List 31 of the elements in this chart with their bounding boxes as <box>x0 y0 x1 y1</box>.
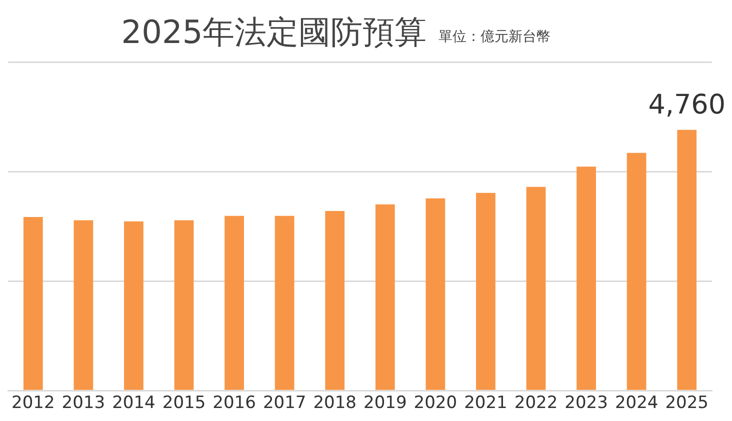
chart-title: 2025年法定國防預算 <box>121 12 427 52</box>
chart-subtitle: 單位：億元新台幣 <box>438 28 551 47</box>
x-tick-label: 2024 <box>614 393 658 414</box>
bar <box>74 220 94 390</box>
x-tick-label: 2012 <box>12 393 55 414</box>
x-tick-label: 2013 <box>62 393 106 414</box>
x-tick-label: 2022 <box>514 393 558 414</box>
x-tick-label: 2014 <box>112 393 156 414</box>
x-tick-label: 2015 <box>162 393 206 414</box>
x-tick-label: 2018 <box>313 393 356 414</box>
bar <box>124 221 144 390</box>
x-tick-label: 2020 <box>414 393 458 414</box>
bar <box>626 152 646 390</box>
bar <box>174 220 194 390</box>
bar <box>224 216 244 390</box>
bar <box>677 130 697 390</box>
x-tick-label: 2021 <box>464 393 508 414</box>
bar <box>576 166 596 390</box>
bar <box>476 192 496 390</box>
bar <box>375 204 395 390</box>
bar <box>23 216 43 390</box>
bar <box>325 210 345 390</box>
x-tick-label: 2025 <box>665 393 708 414</box>
x-tick-label: 2023 <box>564 393 608 414</box>
bar <box>426 198 446 390</box>
data-label: 4,760 <box>648 89 726 120</box>
x-tick-label: 2016 <box>212 393 256 414</box>
bar <box>526 186 546 390</box>
x-tick-label: 2019 <box>364 393 407 414</box>
x-tick-label: 2017 <box>262 393 306 414</box>
bar <box>274 216 294 390</box>
